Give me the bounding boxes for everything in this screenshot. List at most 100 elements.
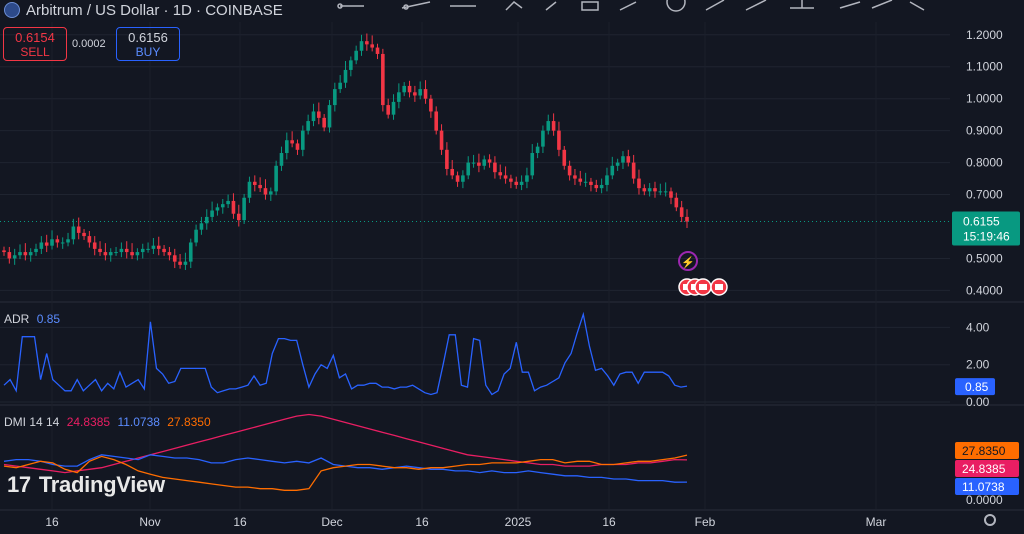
spread-value: 0.0002 bbox=[72, 38, 106, 50]
time-axis-tick: 16 bbox=[602, 515, 616, 529]
buy-button[interactable]: 0.6156 BUY bbox=[116, 27, 180, 61]
candle-body bbox=[44, 242, 49, 246]
candle-body bbox=[7, 252, 12, 259]
candle-body bbox=[66, 239, 70, 243]
candle-body bbox=[279, 153, 284, 166]
candle-body bbox=[338, 82, 342, 90]
candle-body bbox=[28, 252, 33, 256]
candle-body bbox=[295, 143, 300, 150]
candle-body bbox=[311, 111, 316, 122]
price-range-tool-icon[interactable] bbox=[790, 0, 814, 9]
candle-body bbox=[535, 146, 540, 154]
candle-body bbox=[76, 226, 81, 233]
adr-axis-tick: 2.00 bbox=[966, 358, 990, 372]
settings-gear-icon[interactable] bbox=[984, 514, 996, 526]
last-price-label: 0.6155 bbox=[963, 215, 1000, 229]
path-tool-icon[interactable] bbox=[505, 1, 523, 11]
symbol-title[interactable]: Arbitrum / US Dollar · 1D · COINBASE bbox=[26, 1, 283, 19]
brush-tool-icon[interactable] bbox=[545, 1, 557, 11]
sell-price: 0.6154 bbox=[15, 30, 55, 45]
candle-body bbox=[626, 156, 631, 163]
candle-body bbox=[210, 210, 214, 217]
circle-tool-icon[interactable] bbox=[666, 0, 686, 12]
candle-body bbox=[2, 250, 6, 253]
candle-body bbox=[471, 162, 476, 164]
magnet-tool-icon[interactable] bbox=[839, 1, 861, 9]
sell-button[interactable]: 0.6154 SELL bbox=[3, 27, 67, 61]
candle-body bbox=[263, 188, 268, 195]
buy-label: BUY bbox=[135, 45, 161, 59]
candle-body bbox=[658, 191, 663, 193]
us-flag-event-icon bbox=[694, 278, 712, 296]
candle-body bbox=[583, 181, 588, 183]
candle-body bbox=[274, 165, 278, 192]
time-axis-tick: 16 bbox=[415, 515, 429, 529]
candle-body bbox=[674, 197, 679, 208]
candle-body bbox=[653, 188, 657, 192]
dmi-axis-tick: 0.0000 bbox=[966, 493, 1003, 507]
candle-body bbox=[477, 162, 481, 166]
candle-body bbox=[509, 178, 513, 182]
chart-header: Arbitrum / US Dollar · 1D · COINBASE bbox=[0, 0, 283, 20]
trend-line-tool-icon[interactable] bbox=[337, 3, 364, 9]
candle-body bbox=[391, 101, 396, 115]
candle-body bbox=[23, 252, 28, 256]
candle-body bbox=[413, 92, 417, 96]
time-axis-tick: Dec bbox=[321, 515, 342, 529]
candle-body bbox=[423, 89, 428, 99]
candle-body bbox=[82, 232, 86, 237]
dmi-plus-value: 24.8385 bbox=[66, 415, 111, 429]
arbitrum-logo-icon bbox=[4, 2, 20, 18]
candle-body bbox=[151, 245, 156, 249]
candle-body bbox=[167, 252, 172, 256]
candle-body bbox=[407, 85, 412, 93]
dmi-badge-label: 27.8350 bbox=[962, 444, 1006, 458]
candle-body bbox=[610, 165, 615, 176]
candle-body bbox=[381, 53, 385, 106]
candle-body bbox=[119, 248, 124, 253]
candle-body bbox=[60, 242, 65, 244]
adr-legend[interactable]: ADR 0.85 bbox=[4, 312, 60, 326]
bar-countdown-label: 15:19:46 bbox=[963, 230, 1010, 244]
candle-body bbox=[466, 162, 471, 176]
price-axis-tick: 0.5000 bbox=[966, 251, 1003, 265]
candle-body bbox=[247, 181, 252, 198]
zoom-tool-icon[interactable] bbox=[871, 0, 893, 9]
candle-body bbox=[647, 188, 652, 192]
text-tool-icon[interactable] bbox=[705, 0, 725, 11]
candle-body bbox=[135, 252, 140, 256]
candle-body bbox=[343, 69, 348, 83]
candle-body bbox=[204, 216, 209, 224]
candle-body bbox=[172, 255, 177, 262]
dmi-legend[interactable]: DMI 14 14 24.8385 11.0738 27.8350 bbox=[4, 415, 211, 429]
candle-body bbox=[573, 175, 577, 179]
lock-tool-icon[interactable] bbox=[909, 1, 925, 11]
candle-body bbox=[567, 165, 572, 176]
measure-tool-icon[interactable] bbox=[619, 1, 637, 11]
candle-body bbox=[375, 47, 380, 54]
us-flag-center bbox=[715, 284, 723, 290]
candle-body bbox=[199, 223, 204, 230]
adr-value: 0.85 bbox=[36, 312, 61, 326]
long-position-tool-icon[interactable] bbox=[581, 1, 599, 11]
candle-body bbox=[530, 153, 535, 176]
candle-body bbox=[637, 178, 641, 189]
arrow-tool-icon[interactable] bbox=[745, 0, 767, 11]
adr-value-badge bbox=[955, 378, 995, 396]
time-axis-tick: 16 bbox=[45, 515, 59, 529]
time-axis-tick: Mar bbox=[866, 515, 887, 529]
candle-body bbox=[252, 181, 257, 185]
candle-body bbox=[301, 130, 305, 150]
time-axis-tick: Nov bbox=[139, 515, 160, 529]
price-axis-tick: 0.9000 bbox=[966, 124, 1003, 138]
candle-body bbox=[594, 184, 599, 189]
candle-body bbox=[55, 239, 60, 243]
candle-body bbox=[519, 181, 524, 185]
candle-body bbox=[306, 121, 310, 131]
ray-tool-icon[interactable] bbox=[401, 1, 431, 10]
buy-price: 0.6156 bbox=[128, 30, 168, 45]
candle-body bbox=[621, 156, 625, 163]
candle-body bbox=[103, 252, 108, 256]
dmi-badge-label: 24.8385 bbox=[962, 462, 1006, 476]
